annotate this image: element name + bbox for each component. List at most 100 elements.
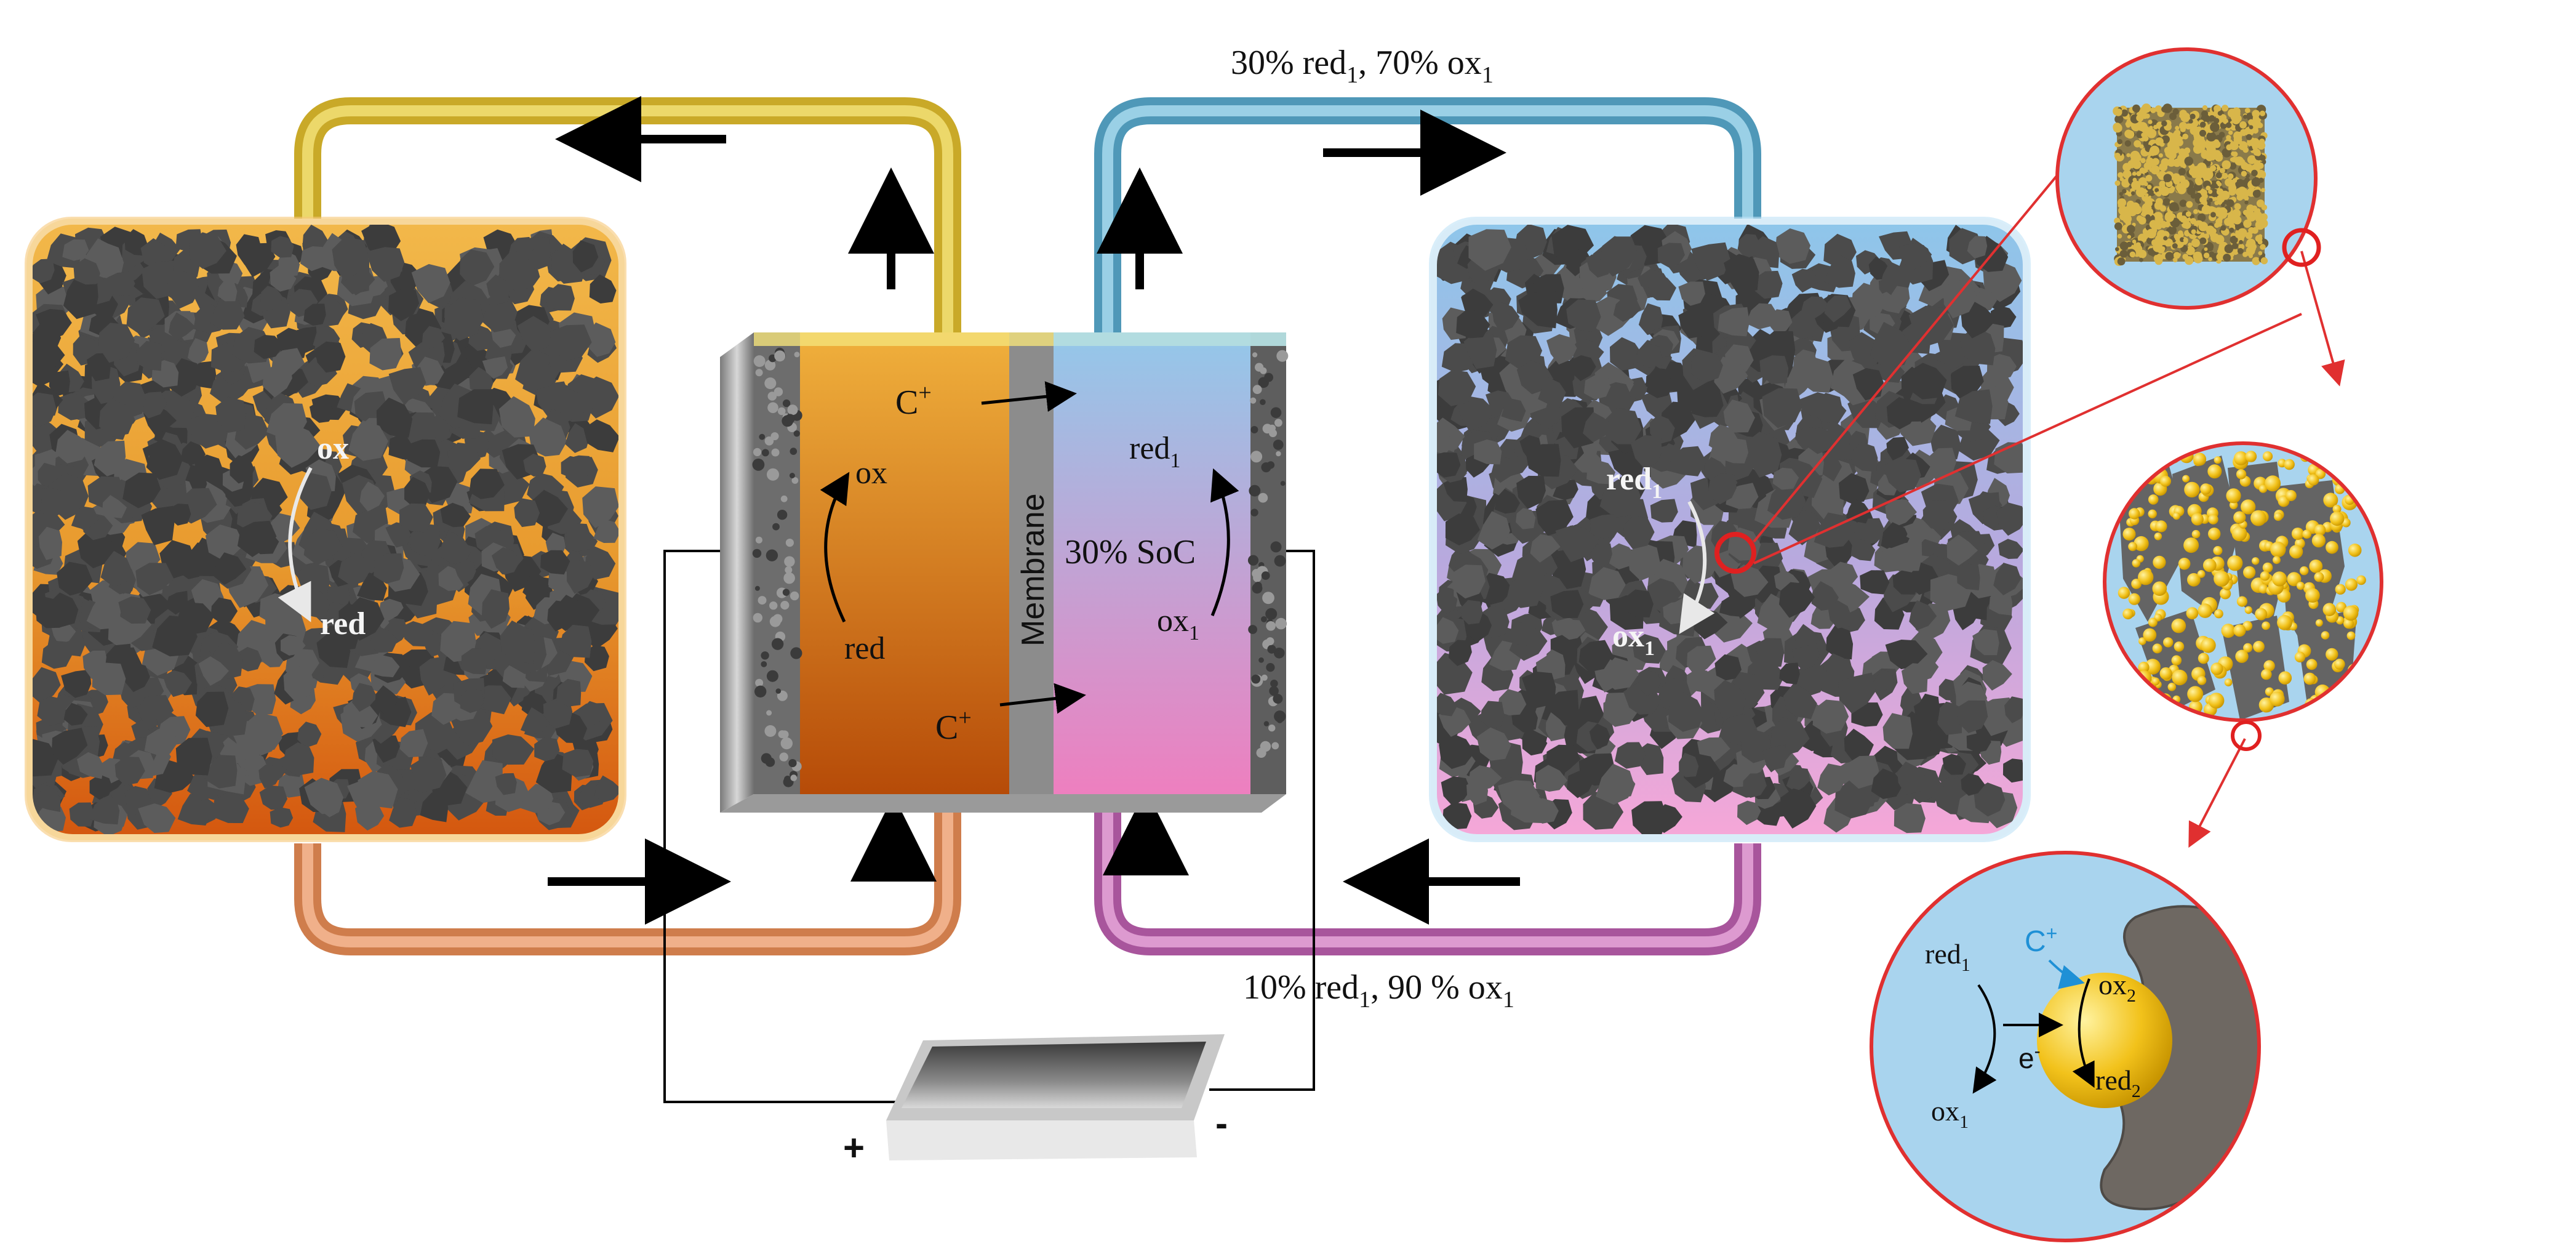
nanoparticle-dot xyxy=(2254,211,2262,220)
gold-nanoparticle-dot xyxy=(2151,677,2160,686)
carbon-particle xyxy=(520,784,554,813)
carbon-particle xyxy=(410,756,447,792)
nanoparticle-dot xyxy=(2153,242,2163,252)
electrode-speck xyxy=(774,387,783,396)
carbon-particle xyxy=(420,792,449,822)
nanoparticle-dot xyxy=(2219,167,2225,174)
carbon-particle xyxy=(523,454,546,477)
carbon-particle xyxy=(1708,424,1738,453)
nanoparticle-dot xyxy=(2203,252,2210,259)
nanoparticle-dot xyxy=(2209,115,2215,122)
nanoparticle-dot xyxy=(2130,191,2135,196)
nanoparticle-dot xyxy=(2161,135,2170,143)
carbon-particle xyxy=(1466,608,1492,643)
nanoparticle-dot xyxy=(2258,251,2263,255)
gold-nanoparticle-dot xyxy=(2258,584,2268,594)
cell-c-plus-top: C+ xyxy=(895,380,932,422)
gold-nanoparticle-dot xyxy=(2323,492,2338,508)
nanoparticle-dot xyxy=(2123,210,2132,219)
carbon-particle xyxy=(399,503,433,533)
carbon-particle xyxy=(447,442,481,478)
nanoparticle-dot xyxy=(2243,219,2252,228)
carbon-particle xyxy=(126,297,165,336)
carbon-particle xyxy=(30,337,65,371)
gold-nanoparticle-dot xyxy=(2294,651,2306,663)
zoom-flakes xyxy=(2103,441,2383,751)
carbon-particle xyxy=(236,646,262,672)
carbon-particle xyxy=(1691,242,1730,281)
electrode-speck xyxy=(785,539,794,547)
nanoparticle-dot xyxy=(2195,192,2202,199)
electrode-speck xyxy=(780,737,793,750)
nanoparticle-dot xyxy=(2182,133,2188,140)
gold-nanoparticle-dot xyxy=(2356,575,2366,585)
carbon-particle xyxy=(270,265,297,292)
carbon-particle xyxy=(454,560,476,585)
carbon-particle xyxy=(1623,516,1655,549)
carbon-particle xyxy=(529,417,567,457)
carbon-particle xyxy=(1993,563,2022,595)
carbon-particle xyxy=(1506,575,1543,608)
carbon-particle xyxy=(210,297,245,330)
electrode-speck xyxy=(754,685,767,698)
nanoparticle-dot xyxy=(2191,238,2200,247)
gold-nanoparticle-dot xyxy=(2171,655,2182,665)
nanoparticle-dot xyxy=(2255,161,2262,168)
nanoparticle-dot xyxy=(2184,147,2191,154)
nanoparticle-dot xyxy=(2245,232,2253,239)
carbon-particle xyxy=(1966,733,1991,753)
carbon-particle xyxy=(581,701,603,727)
nanoparticle-dot xyxy=(2190,193,2197,199)
electrode-speck xyxy=(758,596,767,605)
carbon-particle xyxy=(63,275,98,320)
left-electrode xyxy=(754,332,800,794)
electrode-speck xyxy=(1273,694,1283,704)
electrode-speck xyxy=(774,350,786,362)
carbon-particle xyxy=(300,473,332,510)
nanoparticle-dot xyxy=(2208,189,2213,194)
nanoparticle-dot xyxy=(2223,209,2228,214)
nanoparticle-dot xyxy=(2150,190,2154,195)
gold-nanoparticle-dot xyxy=(2255,608,2268,621)
electrode-speck xyxy=(1250,397,1257,404)
nanoparticle-dot xyxy=(2127,225,2135,233)
gold-nanoparticle-dot xyxy=(2345,476,2353,484)
electrode-speck xyxy=(769,616,781,627)
nanoparticle-dot xyxy=(2230,236,2238,244)
carbon-particle xyxy=(495,773,517,795)
gold-nanoparticle-dot xyxy=(2213,546,2223,555)
carbon-particle xyxy=(1474,439,1502,465)
gold-nanoparticle-dot xyxy=(2145,659,2161,675)
cell-ox-label: ox xyxy=(855,456,887,491)
electrode-speck xyxy=(1252,385,1262,395)
electrode-speck xyxy=(753,448,762,457)
nanoparticle-dot xyxy=(2222,172,2228,179)
nanoparticle-dot xyxy=(2216,166,2221,171)
nanoparticle-dot xyxy=(2184,156,2194,166)
carbon-particle xyxy=(439,531,471,565)
right-tank-zoom-marker xyxy=(1714,532,1756,574)
electrode-speck xyxy=(790,591,799,601)
nanoparticle-dot xyxy=(2259,155,2266,161)
gold-nanoparticle-dot xyxy=(2241,499,2256,515)
nanoparticle-dot xyxy=(2195,178,2203,186)
carbon-particle xyxy=(1679,752,1699,778)
nanoparticle-dot xyxy=(2226,144,2233,151)
carbon-particle xyxy=(1791,268,1820,293)
carbon-particle xyxy=(1708,473,1737,505)
carbon-particle xyxy=(1691,351,1723,384)
carbon-particle xyxy=(376,397,413,438)
carbon-particle xyxy=(63,702,88,726)
carbon-particle xyxy=(1452,565,1486,599)
nanoparticle-dot xyxy=(2162,231,2170,239)
carbon-particle xyxy=(51,728,88,765)
gold-nanoparticle-dot xyxy=(2182,475,2190,483)
nanoparticle-dot xyxy=(2210,212,2216,218)
gold-nanoparticle-dot xyxy=(2191,513,2204,526)
carbon-particle xyxy=(2004,696,2025,723)
carbon-particle xyxy=(1678,309,1711,339)
carbon-particle xyxy=(517,316,560,353)
electrode-speck xyxy=(770,432,779,441)
nanoparticle-dot xyxy=(2138,123,2145,130)
carbon-particle xyxy=(460,688,484,713)
